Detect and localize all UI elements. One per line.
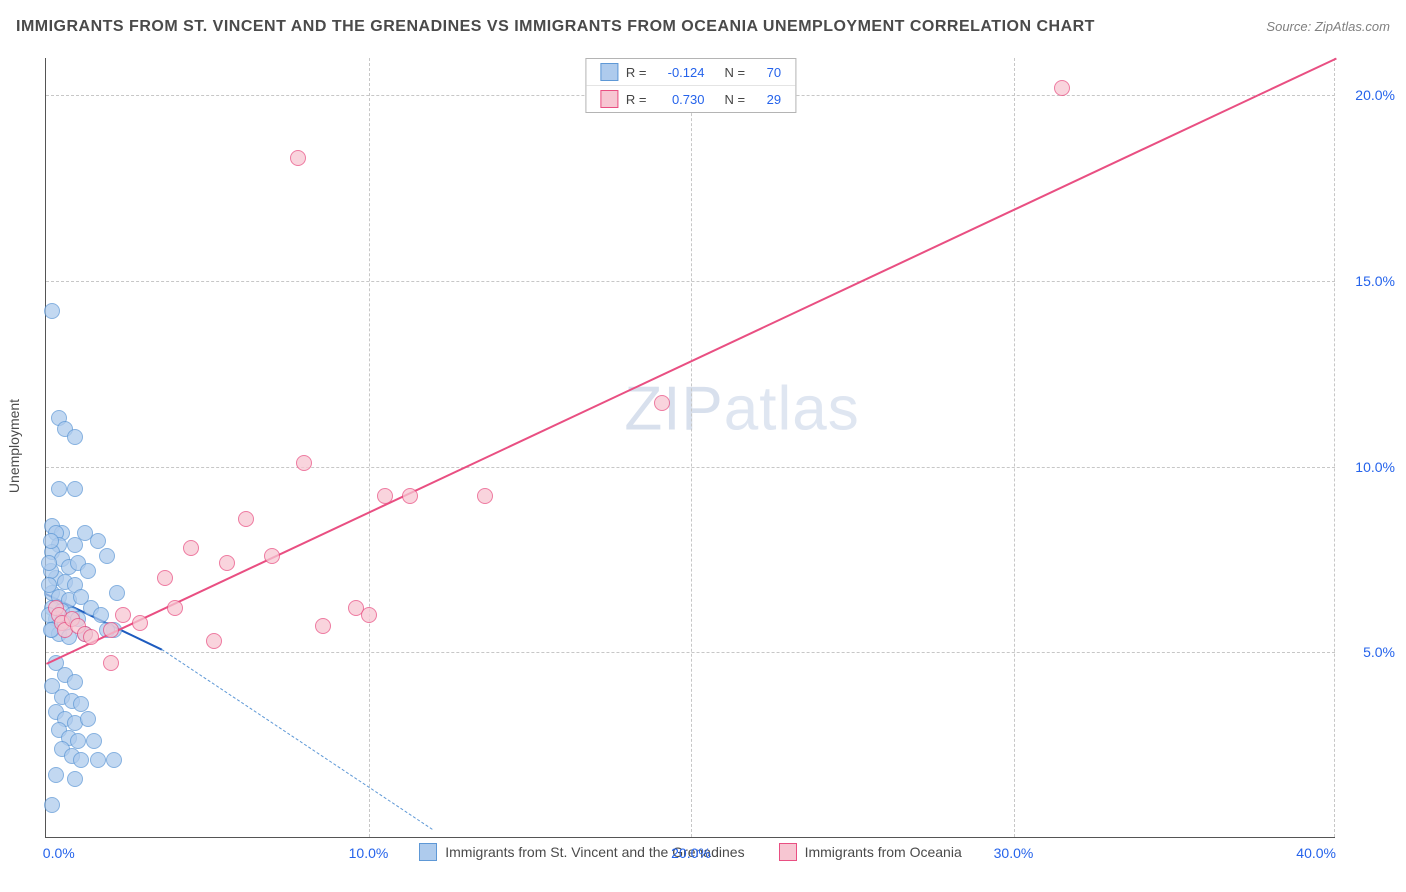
legend-n-svg: 70 xyxy=(753,65,781,80)
legend-row-oceania: R = 0.730 N = 29 xyxy=(586,85,795,112)
scatter-point-svg xyxy=(67,674,83,690)
scatter-point-svg xyxy=(67,429,83,445)
scatter-point-oceania xyxy=(402,488,418,504)
legend-n-label: N = xyxy=(725,65,746,80)
x-tick-label: 20.0% xyxy=(671,845,711,861)
scatter-point-svg xyxy=(44,303,60,319)
legend-r-oceania: 0.730 xyxy=(655,92,705,107)
scatter-point-svg xyxy=(90,533,106,549)
trend-line-dashed xyxy=(162,649,433,830)
legend-n-label: N = xyxy=(725,92,746,107)
source-label: Source: xyxy=(1266,19,1311,34)
legend-r-label: R = xyxy=(626,65,647,80)
legend-item-oceania: Immigrants from Oceania xyxy=(779,843,962,861)
y-tick-label: 20.0% xyxy=(1345,87,1395,103)
scatter-point-svg xyxy=(67,481,83,497)
gridline-v xyxy=(369,58,370,837)
scatter-point-oceania xyxy=(477,488,493,504)
scatter-point-svg xyxy=(99,548,115,564)
scatter-point-oceania xyxy=(183,540,199,556)
scatter-plot: ZIPatlas R = -0.124 N = 70 R = 0.730 N =… xyxy=(45,58,1335,838)
x-tick-label: 0.0% xyxy=(43,845,75,861)
scatter-point-svg xyxy=(90,752,106,768)
gridline-v xyxy=(1014,58,1015,837)
gridline-v xyxy=(691,58,692,837)
x-tick-label: 30.0% xyxy=(994,845,1034,861)
scatter-point-oceania xyxy=(1054,80,1070,96)
scatter-point-svg xyxy=(41,555,57,571)
legend-label-oceania: Immigrants from Oceania xyxy=(805,844,962,860)
scatter-point-oceania xyxy=(103,655,119,671)
chart-source: Source: ZipAtlas.com xyxy=(1266,19,1390,34)
y-tick-label: 10.0% xyxy=(1345,459,1395,475)
scatter-point-oceania xyxy=(264,548,280,564)
x-tick-label: 10.0% xyxy=(349,845,389,861)
y-tick-label: 5.0% xyxy=(1345,644,1395,660)
legend-swatch-svg xyxy=(600,63,618,81)
scatter-point-oceania xyxy=(361,607,377,623)
scatter-point-svg xyxy=(106,752,122,768)
scatter-point-oceania xyxy=(157,570,173,586)
scatter-point-svg xyxy=(48,767,64,783)
legend-row-svg: R = -0.124 N = 70 xyxy=(586,59,795,85)
correlation-legend: R = -0.124 N = 70 R = 0.730 N = 29 xyxy=(585,58,796,113)
legend-r-label: R = xyxy=(626,92,647,107)
legend-swatch-oceania xyxy=(779,843,797,861)
scatter-point-oceania xyxy=(296,455,312,471)
legend-swatch-oceania xyxy=(600,90,618,108)
scatter-point-oceania xyxy=(315,618,331,634)
scatter-point-oceania xyxy=(290,150,306,166)
scatter-point-svg xyxy=(109,585,125,601)
scatter-point-oceania xyxy=(167,600,183,616)
y-axis-label: Unemployment xyxy=(6,399,22,493)
source-value: ZipAtlas.com xyxy=(1315,19,1390,34)
scatter-point-oceania xyxy=(377,488,393,504)
scatter-point-svg xyxy=(44,797,60,813)
scatter-point-oceania xyxy=(206,633,222,649)
scatter-point-oceania xyxy=(654,395,670,411)
scatter-point-oceania xyxy=(115,607,131,623)
scatter-point-svg xyxy=(86,733,102,749)
scatter-point-svg xyxy=(67,771,83,787)
x-tick-label: 40.0% xyxy=(1296,845,1336,861)
scatter-point-oceania xyxy=(219,555,235,571)
legend-swatch-svg xyxy=(419,843,437,861)
scatter-point-svg xyxy=(73,752,89,768)
plot-right-border xyxy=(1334,58,1335,837)
scatter-point-svg xyxy=(41,577,57,593)
chart-header: IMMIGRANTS FROM ST. VINCENT AND THE GREN… xyxy=(16,18,1390,36)
scatter-point-oceania xyxy=(103,622,119,638)
scatter-point-svg xyxy=(80,563,96,579)
scatter-point-svg xyxy=(80,711,96,727)
scatter-point-svg xyxy=(70,733,86,749)
legend-n-oceania: 29 xyxy=(753,92,781,107)
scatter-point-oceania xyxy=(83,629,99,645)
legend-r-svg: -0.124 xyxy=(655,65,705,80)
y-tick-label: 15.0% xyxy=(1345,273,1395,289)
scatter-point-svg xyxy=(43,533,59,549)
scatter-point-svg xyxy=(51,481,67,497)
scatter-point-oceania xyxy=(132,615,148,631)
scatter-point-oceania xyxy=(238,511,254,527)
chart-title: IMMIGRANTS FROM ST. VINCENT AND THE GREN… xyxy=(16,18,1095,36)
scatter-point-svg xyxy=(73,696,89,712)
watermark-light: atlas xyxy=(724,374,860,443)
scatter-point-svg xyxy=(93,607,109,623)
